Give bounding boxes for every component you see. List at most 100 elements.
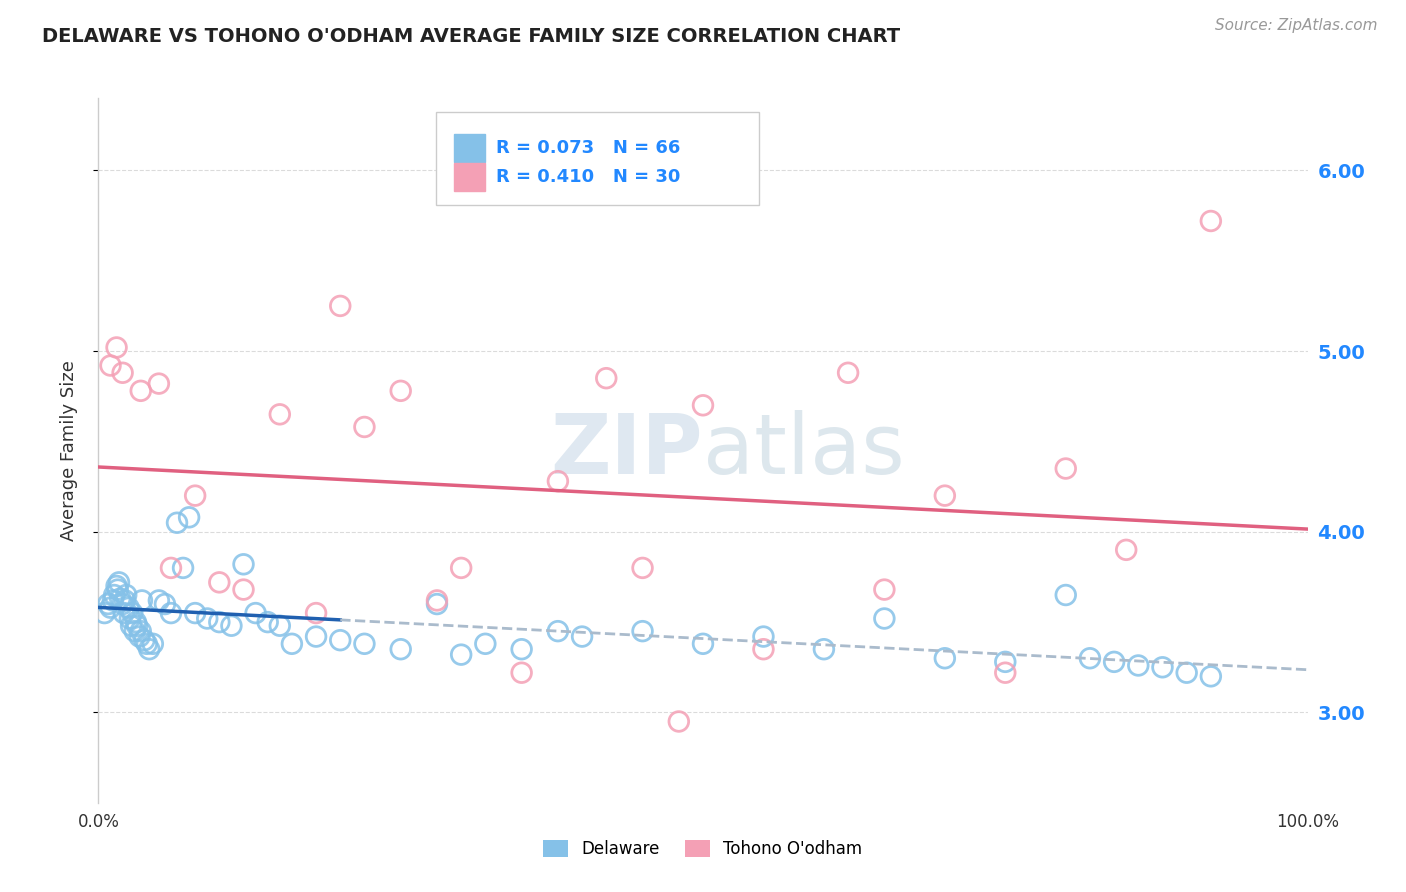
Point: [93, 606, 115, 620]
Point: [994, 665, 1017, 680]
Point: [934, 489, 956, 503]
Point: [752, 642, 775, 657]
Point: [547, 624, 569, 639]
Point: [450, 561, 472, 575]
Point: [208, 575, 231, 590]
Point: [994, 655, 1017, 669]
Point: [595, 371, 617, 385]
Y-axis label: Average Family Size: Average Family Size: [59, 360, 77, 541]
Point: [184, 489, 207, 503]
Point: [97, 597, 120, 611]
Point: [692, 637, 714, 651]
Point: [179, 510, 201, 524]
Point: [138, 642, 160, 657]
Point: [131, 593, 153, 607]
Text: ZIP: ZIP: [551, 410, 703, 491]
Text: atlas: atlas: [703, 410, 904, 491]
Point: [232, 582, 254, 597]
Point: [1152, 660, 1174, 674]
Point: [118, 600, 141, 615]
Point: [934, 651, 956, 665]
Point: [114, 593, 136, 607]
Point: [134, 633, 156, 648]
Point: [389, 642, 412, 657]
Point: [510, 642, 533, 657]
Point: [269, 407, 291, 421]
Point: [166, 516, 188, 530]
Point: [631, 561, 654, 575]
Point: [1078, 651, 1101, 665]
Point: [837, 366, 859, 380]
Point: [1102, 655, 1125, 669]
Point: [547, 474, 569, 488]
Point: [1115, 542, 1137, 557]
Point: [668, 714, 690, 729]
Point: [111, 597, 134, 611]
Point: [1054, 461, 1077, 475]
Point: [103, 588, 125, 602]
Text: DELAWARE VS TOHONO O'ODHAM AVERAGE FAMILY SIZE CORRELATION CHART: DELAWARE VS TOHONO O'ODHAM AVERAGE FAMIL…: [42, 27, 900, 45]
Point: [245, 606, 267, 620]
Point: [1199, 669, 1222, 683]
Point: [329, 299, 352, 313]
Point: [105, 341, 128, 355]
Point: [112, 606, 135, 620]
Point: [221, 618, 243, 632]
Point: [329, 633, 352, 648]
Point: [172, 561, 194, 575]
Point: [142, 637, 165, 651]
Point: [631, 624, 654, 639]
Point: [426, 597, 449, 611]
Point: [1175, 665, 1198, 680]
Point: [121, 606, 143, 620]
Point: [281, 637, 304, 651]
Point: [873, 582, 896, 597]
Point: [305, 606, 328, 620]
Point: [101, 593, 124, 607]
Point: [111, 366, 134, 380]
Point: [571, 630, 593, 644]
Point: [160, 606, 183, 620]
Point: [353, 637, 375, 651]
Point: [125, 615, 148, 629]
Point: [752, 630, 775, 644]
Point: [108, 575, 131, 590]
Point: [389, 384, 412, 398]
Point: [1199, 214, 1222, 228]
Point: [208, 615, 231, 629]
Text: R = 0.410   N = 30: R = 0.410 N = 30: [496, 168, 681, 186]
Point: [256, 615, 278, 629]
Point: [100, 600, 122, 615]
Point: [128, 630, 150, 644]
Point: [124, 624, 146, 639]
Point: [450, 648, 472, 662]
Text: Source: ZipAtlas.com: Source: ZipAtlas.com: [1215, 18, 1378, 33]
Point: [1128, 658, 1150, 673]
Point: [184, 606, 207, 620]
Point: [813, 642, 835, 657]
Point: [148, 593, 170, 607]
Point: [510, 665, 533, 680]
Point: [129, 624, 152, 639]
Point: [305, 630, 328, 644]
Point: [127, 618, 149, 632]
Point: [129, 384, 152, 398]
Point: [1054, 588, 1077, 602]
Point: [269, 618, 291, 632]
Point: [353, 420, 375, 434]
Point: [105, 579, 128, 593]
Point: [153, 597, 176, 611]
Point: [118, 611, 141, 625]
Point: [474, 637, 496, 651]
Point: [426, 593, 449, 607]
Point: [107, 582, 129, 597]
Text: R = 0.073   N = 66: R = 0.073 N = 66: [496, 139, 681, 157]
Point: [873, 611, 896, 625]
Point: [195, 611, 218, 625]
Point: [135, 637, 157, 651]
Legend: Delaware, Tohono O'odham: Delaware, Tohono O'odham: [537, 833, 869, 865]
Point: [692, 398, 714, 412]
Point: [120, 618, 142, 632]
Point: [160, 561, 183, 575]
Point: [108, 591, 131, 606]
